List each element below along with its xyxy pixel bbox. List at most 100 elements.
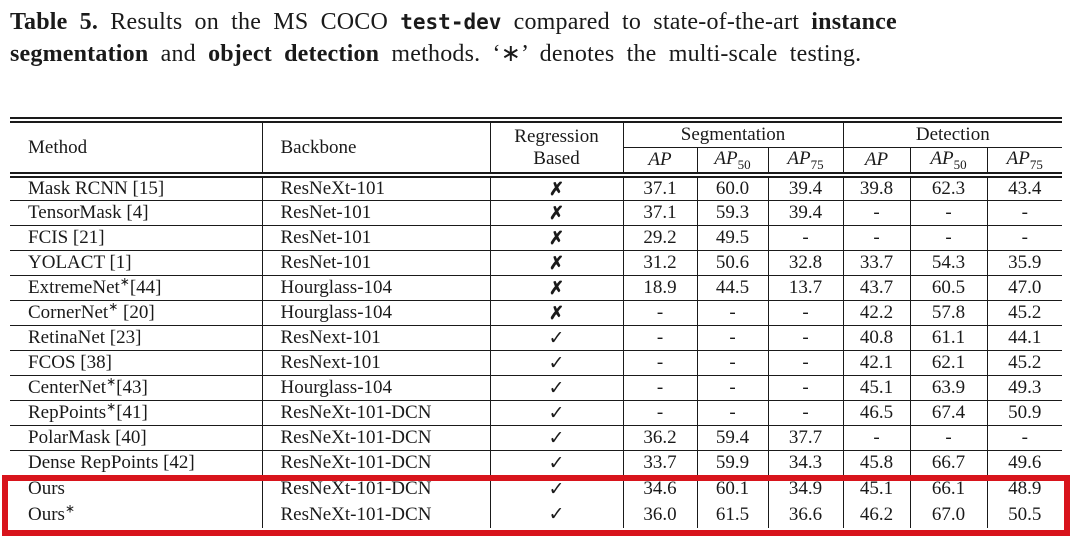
cell-det-value: 40.8 (842, 325, 911, 351)
cell-method: Ours (28, 478, 65, 500)
cell-seg-value: 13.7 (767, 275, 844, 301)
cell-backbone: ResNeXt-101-DCN (261, 450, 490, 476)
cell-seg-value: - (696, 300, 768, 326)
caption-bold-segmentation: segmentation (10, 41, 149, 67)
cell-det-value: - (909, 225, 988, 251)
cell-seg-value: 61.5 (696, 501, 768, 528)
checkmark-icon: ✓ (489, 375, 623, 401)
cell-backbone: ResNeXt-101-DCN (261, 400, 490, 426)
caption-bold-instance: instance (811, 9, 897, 35)
cell-seg-value: - (767, 400, 844, 426)
cross-icon: ✗ (489, 225, 623, 251)
cell-det-value: 47.0 (986, 275, 1063, 301)
cell-det-value: 45.1 (842, 375, 911, 401)
cell-det-value: 50.5 (986, 501, 1063, 528)
cell-method: CenterNet∗[43] (28, 375, 148, 399)
results-table-wrapper: Method Backbone Regression Based Segmenta… (10, 117, 1063, 528)
cell-seg-value: 31.2 (622, 250, 697, 276)
cross-icon: ✗ (489, 175, 623, 201)
cell-seg-value: - (767, 350, 844, 376)
cell-det-value: 42.1 (842, 350, 911, 376)
cell-det-value: 45.8 (842, 450, 911, 476)
cell-backbone: ResNext-101 (261, 350, 490, 376)
cell-det-value: 43.7 (842, 275, 911, 301)
cell-method: Dense RepPoints [42] (28, 452, 195, 474)
cell-seg-value: - (767, 375, 844, 401)
cell-seg-value: 36.6 (767, 501, 844, 528)
checkmark-icon: ✓ (489, 400, 623, 426)
col-header-regression-based: Regression Based (489, 120, 623, 176)
cell-method: FCIS [21] (28, 227, 105, 249)
cell-seg-value: - (622, 300, 697, 326)
cell-seg-value: 34.6 (622, 475, 697, 502)
table-row: ExtremeNet∗[44] Hourglass-104 ✗ 18.9 44.5… (10, 275, 1063, 301)
table-header: Method Backbone Regression Based Segmenta… (10, 120, 1063, 176)
cell-det-value: 63.9 (909, 375, 988, 401)
cell-seg-value: - (622, 400, 697, 426)
cell-backbone: ResNet-101 (261, 225, 490, 251)
cell-seg-value: - (767, 325, 844, 351)
cell-det-value: 67.0 (909, 501, 988, 528)
cell-det-value: 57.8 (909, 300, 988, 326)
cell-det-value: 60.5 (909, 275, 988, 301)
cell-seg-value: - (622, 325, 697, 351)
cell-seg-value: 39.4 (767, 200, 844, 226)
cell-seg-value: 29.2 (622, 225, 697, 251)
cell-method: FCOS [38] (28, 352, 112, 374)
cell-det-value: 61.1 (909, 325, 988, 351)
col-header-det-ap: AP (842, 146, 911, 176)
cell-method: RepPoints∗[41] (28, 400, 148, 424)
cell-det-value: 62.1 (909, 350, 988, 376)
table-row: YOLACT [1] ResNet-101 ✗ 31.2 50.6 32.8 33.… (10, 250, 1063, 276)
cell-backbone: Hourglass-104 (261, 300, 490, 326)
table-row: Dense RepPoints [42] ResNeXt-101-DCN ✓ 3… (10, 450, 1063, 476)
table-row-highlighted: Ours ResNeXt-101-DCN ✓ 34.6 60.1 34.9 45.1… (10, 475, 1063, 502)
cell-seg-value: 36.2 (622, 425, 697, 451)
cell-seg-value: - (622, 375, 697, 401)
cell-det-value: 45.2 (986, 350, 1063, 376)
cell-method: YOLACT [1] (28, 252, 132, 274)
cell-det-value: - (986, 200, 1063, 226)
cell-det-value: - (842, 200, 911, 226)
cell-det-value: 42.2 (842, 300, 911, 326)
cell-det-value: 66.7 (909, 450, 988, 476)
cell-det-value: 39.8 (842, 175, 911, 201)
cell-seg-value: 59.4 (696, 425, 768, 451)
cross-icon: ✗ (489, 275, 623, 301)
results-table: Method Backbone Regression Based Segmenta… (10, 117, 1063, 528)
cell-det-value: 48.9 (986, 475, 1063, 502)
cross-icon: ✗ (489, 300, 623, 326)
cell-det-value: 43.4 (986, 175, 1063, 201)
cross-icon: ✗ (489, 250, 623, 276)
cell-seg-value: - (622, 350, 697, 376)
cell-seg-value: 34.9 (767, 475, 844, 502)
caption-code-testdev: test-dev (400, 10, 502, 34)
cell-backbone: ResNeXt-101-DCN (261, 501, 490, 528)
checkmark-icon: ✓ (489, 325, 623, 351)
col-header-seg-ap50: AP50 (696, 146, 768, 176)
header-row-groups: Method Backbone Regression Based Segmenta… (10, 120, 1063, 176)
caption-bold-object-detection: object detection (208, 41, 380, 67)
cell-backbone: ResNeXt-101-DCN (261, 475, 490, 502)
cell-seg-value: 36.0 (622, 501, 697, 528)
checkmark-icon: ✓ (489, 450, 623, 476)
cell-seg-value: 49.5 (696, 225, 768, 251)
cell-seg-value: 44.5 (696, 275, 768, 301)
cell-det-value: - (909, 200, 988, 226)
cell-det-value: - (842, 425, 911, 451)
cell-method: TensorMask [4] (28, 202, 149, 224)
cell-det-value: 54.3 (909, 250, 988, 276)
checkmark-icon: ✓ (489, 350, 623, 376)
cross-icon: ✗ (489, 200, 623, 226)
cell-seg-value: 50.6 (696, 250, 768, 276)
table-row-highlighted: Ours∗ ResNeXt-101-DCN ✓ 36.0 61.5 36.6 46.… (10, 501, 1063, 528)
cell-seg-value: 60.1 (696, 475, 768, 502)
cell-seg-value: 37.7 (767, 425, 844, 451)
cell-det-value: 66.1 (909, 475, 988, 502)
caption-conjunction: and (160, 41, 196, 67)
cell-seg-value: 60.0 (696, 175, 768, 201)
table-row: RetinaNet [23] ResNext-101 ✓ --- 40.8 61.… (10, 325, 1063, 351)
checkmark-icon: ✓ (489, 475, 623, 502)
table-row: CenterNet∗[43] Hourglass-104 ✓ --- 45.1 6… (10, 375, 1063, 401)
